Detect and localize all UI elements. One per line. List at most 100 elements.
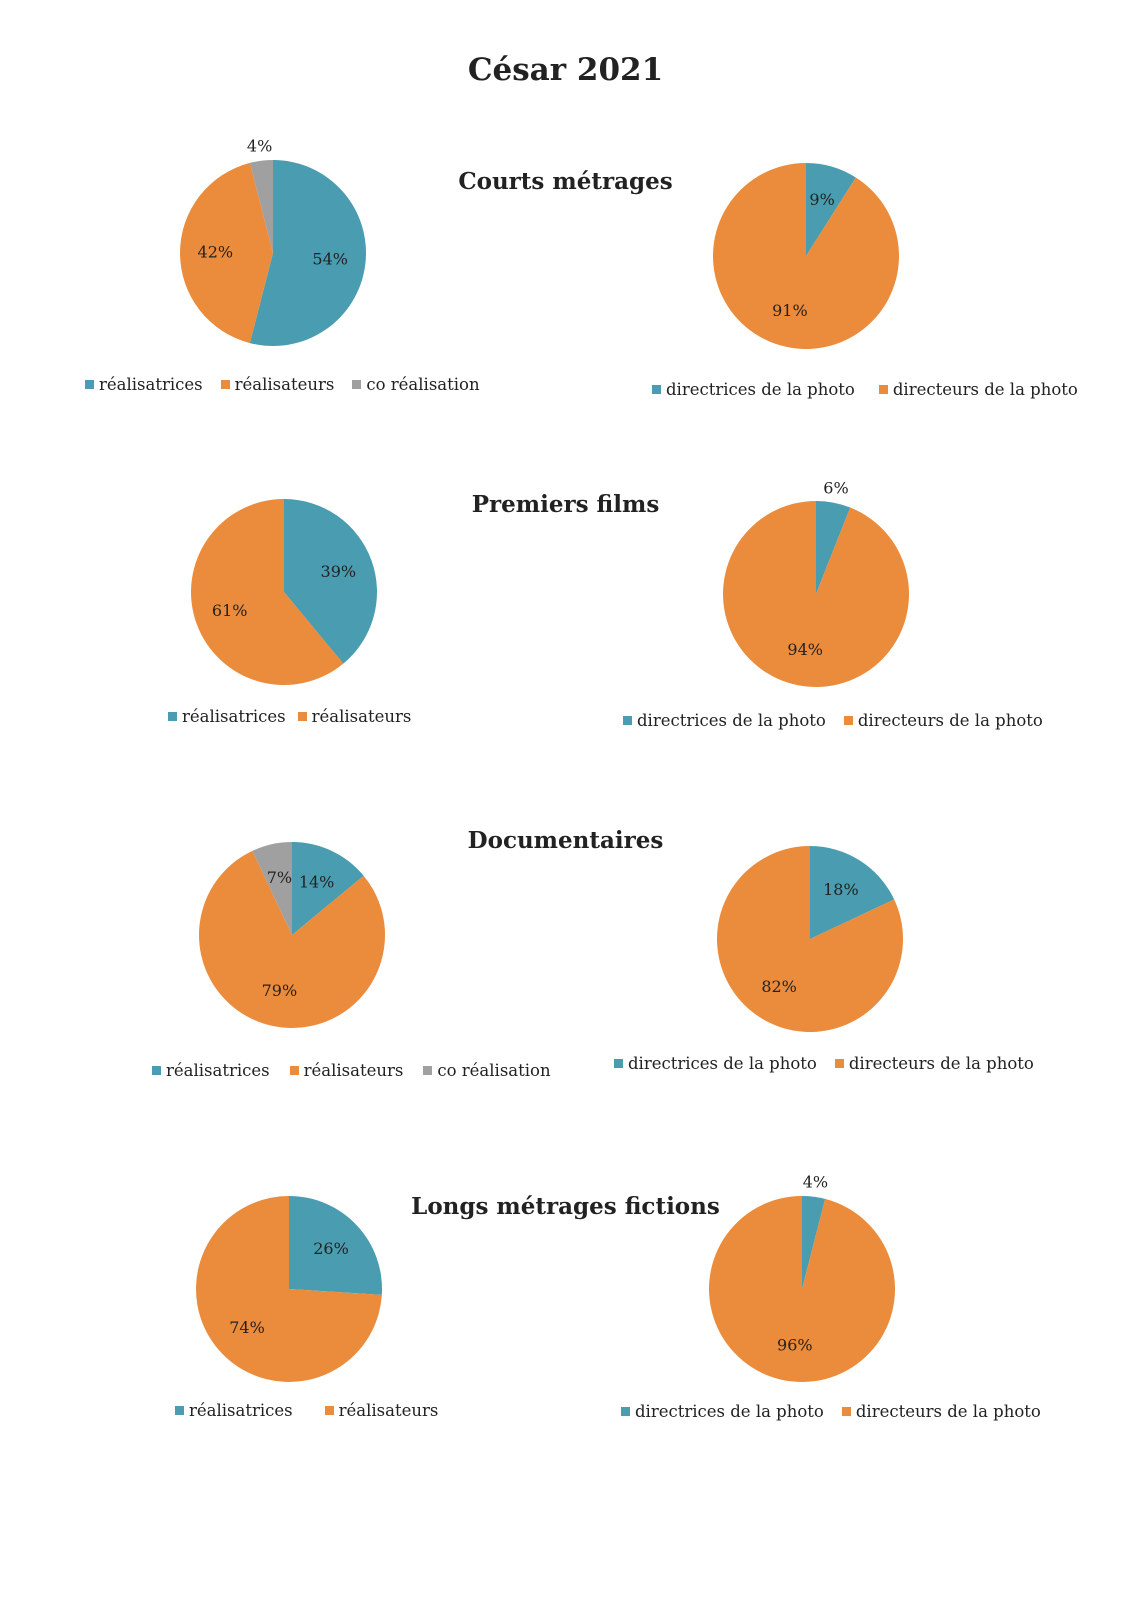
pie-data-label: 96% [777,1336,813,1355]
pie-slice-directrices-de-la-photo [806,163,856,256]
legend-item: réalisatrices [168,707,286,726]
pie-slice-realisatrices [292,842,364,935]
legend-item: directeurs de la photo [843,711,1043,730]
pie-data-label: 9% [809,190,834,209]
pie-data-label: 39% [321,562,357,581]
pie-data-label: 26% [313,1239,349,1258]
legend-label: directeurs de la photo [855,1402,1041,1421]
pie-data-label: 94% [787,640,823,659]
pie-data-label: 42% [198,243,234,262]
pie-slice-directeurs-de-la-photo [712,162,899,349]
pie-data-label: 4% [803,1172,828,1191]
legend-label: réalisatrices [182,707,286,726]
legend-swatch [352,380,362,389]
legend-premiers-realisation: réalisatrices réalisateurs [168,707,411,726]
legend-label: directrices de la photo [628,1054,817,1073]
legend-item: réalisatrices [152,1061,270,1080]
legend-item: réalisateurs [297,707,412,726]
pie-slice-co-realisation [249,160,273,253]
legend-item: directrices de la photo [623,711,826,730]
section-title-premiers-films: Premiers films [471,491,660,518]
legend-item: réalisateurs [220,375,335,394]
legend-label: réalisatrices [166,1061,270,1080]
pie-slice-directeurs-de-la-photo [717,846,904,1032]
legend-label: réalisateurs [338,1401,439,1420]
pie-slice-directrices-de-la-photo [816,501,851,594]
legend-premiers-photo: directrices de la photo directeurs de la … [623,711,1043,730]
legend-label: directrices de la photo [666,380,855,399]
legend-item: directeurs de la photo [841,1402,1041,1421]
legend-swatch [324,1406,334,1415]
pie-slice-realisateurs [191,499,344,685]
legend-swatch [841,1407,851,1416]
legend-longs-realisation: réalisatrices réalisateurs [175,1401,438,1420]
legend-item: co réalisation [352,375,480,394]
legend-item: directrices de la photo [621,1402,824,1421]
pie-slice-directrices-de-la-photo [810,846,895,939]
legend-label: réalisateurs [311,707,412,726]
page-title: César 2021 [467,52,664,88]
pie-chart-premiers-photo: 6% 94% [723,478,910,687]
pie-data-label: 4% [247,136,272,155]
pie-data-label: 6% [823,478,848,497]
pie-chart-premiers-realisation: 39% 61% [191,499,378,685]
legend-item: directrices de la photo [652,380,855,399]
legend-item: réalisateurs [324,1401,439,1420]
pie-slice-directrices-de-la-photo [802,1196,826,1289]
pie-slice-realisatrices [284,499,378,664]
pie-slice-directeurs-de-la-photo [709,1196,896,1382]
legend-swatch [289,1066,299,1075]
legend-swatch [878,385,888,394]
pie-slice-directeurs-de-la-photo [723,501,910,687]
legend-label: co réalisation [437,1061,551,1080]
legend-swatch [623,716,632,725]
legend-label: co réalisation [366,375,480,394]
legend-label: réalisatrices [99,375,203,394]
pie-chart-documentaires-realisation: 14% 79% 7% [199,842,386,1028]
legend-swatch [220,380,230,389]
pie-data-label: 54% [312,250,348,269]
legend-item: directeurs de la photo [834,1054,1034,1073]
legend-item: directrices de la photo [614,1054,817,1073]
legend-item: réalisateurs [289,1061,403,1080]
pie-data-label: 14% [299,872,335,891]
section-title-longs-metrages: Longs métrages fictions [411,1193,720,1220]
legend-documentaires-realisation: réalisatrices réalisateurs co réalisation [152,1061,551,1080]
legend-label: réalisatrices [189,1401,293,1420]
legend-swatch [175,1406,184,1415]
legend-swatch [297,712,307,721]
legend-documentaires-photo: directrices de la photo directeurs de la … [614,1054,1034,1073]
legend-swatch [168,712,177,721]
legend-label: réalisateurs [234,375,335,394]
legend-item: réalisatrices [175,1401,293,1420]
legend-courts-photo: directrices de la photo directeurs de la … [652,380,1078,399]
pie-slice-co-realisation [252,842,292,935]
pie-chart-courts-realisation: 54% 42% 4% [179,136,366,346]
legend-label: directeurs de la photo [892,380,1078,399]
pie-data-label: 61% [212,601,248,620]
section-title-documentaires: Documentaires [467,827,664,854]
pie-data-label: 91% [772,301,808,320]
pie-slice-realisatrices [249,160,366,346]
legend-swatch [652,385,661,394]
pie-chart-longs-photo: 4% 96% [709,1172,896,1382]
pie-data-label: 74% [229,1318,265,1337]
legend-swatch [152,1066,161,1075]
legend-swatch [85,380,94,389]
pie-data-label: 79% [262,981,298,1000]
legend-label: directrices de la photo [635,1402,824,1421]
legend-label: directeurs de la photo [857,711,1043,730]
legend-longs-photo: directrices de la photo directeurs de la … [621,1402,1041,1421]
legend-item: directeurs de la photo [878,380,1078,399]
legend-swatch [843,716,853,725]
pie-slice-realisatrices [289,1196,383,1295]
legend-item: réalisatrices [85,375,203,394]
pie-data-label: 7% [267,868,292,887]
pie-chart-courts-photo: 9% 91% [712,162,899,349]
pie-chart-documentaires-photo: 18% 82% [717,846,904,1032]
legend-item: co réalisation [423,1061,551,1080]
legend-swatch [834,1059,844,1068]
pie-slice-realisateurs [179,162,273,344]
pie-data-label: 82% [761,977,797,996]
legend-label: directrices de la photo [637,711,826,730]
